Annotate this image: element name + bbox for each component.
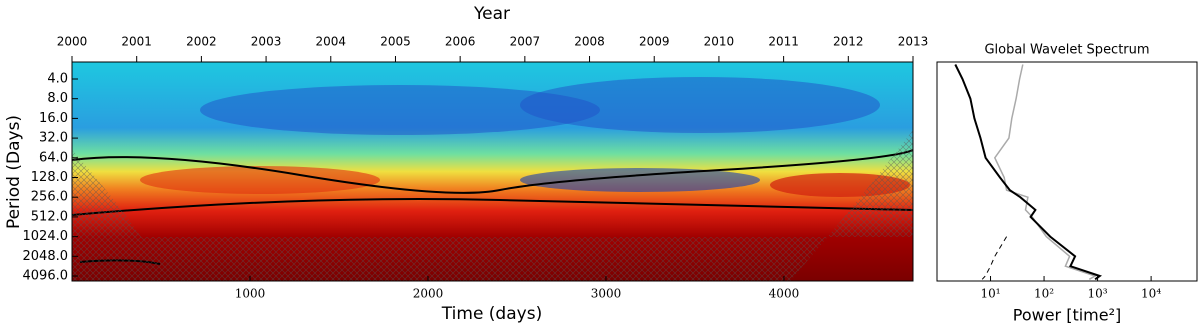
x-tick-label: 10⁴ (1141, 287, 1161, 301)
top-tick-label: 2007 (510, 35, 541, 49)
top-tick-label: 2008 (574, 35, 605, 49)
y-tick-label: 32.0 (39, 131, 68, 146)
top-tick-label: 2005 (380, 35, 411, 49)
x-axis-label: Time (days) (441, 304, 542, 324)
x-tick-label: 10¹ (980, 287, 1000, 301)
x-tick-label: 3000 (591, 287, 622, 301)
top-tick-label: 2011 (768, 35, 799, 49)
y-tick-label: 4.0 (47, 71, 68, 86)
y-tick-label: 64.0 (39, 150, 68, 165)
wavelet-power-image (72, 62, 913, 281)
top-tick-label: 2006 (445, 35, 476, 49)
y-tick-label: 8.0 (47, 91, 68, 106)
top-tick-label: 2002 (186, 35, 217, 49)
x-tick-label: 4000 (769, 287, 800, 301)
y-tick-label: 1024.0 (23, 229, 69, 244)
plot-frame (71, 61, 914, 282)
spectrum-line (993, 64, 1097, 280)
top-tick-label: 2012 (833, 35, 864, 49)
y-tick-label: 512.0 (31, 209, 68, 224)
top-tick-label: 2001 (121, 35, 152, 49)
y-axis-label: Period (Days) (4, 115, 24, 229)
top-tick-label: 2000 (57, 35, 88, 49)
top-axis-label: Year (473, 4, 510, 24)
top-tick-label: 2003 (251, 35, 282, 49)
y-tick-label: 128.0 (31, 170, 68, 185)
x-tick-label: 1000 (235, 287, 266, 301)
top-tick-label: 2009 (639, 35, 670, 49)
x-tick-label: 10³ (1088, 287, 1108, 301)
y-tick-label: 4096.0 (23, 269, 69, 284)
y-tick-label: 16.0 (39, 111, 68, 126)
x-tick-label: 10² (1034, 287, 1054, 301)
spectrum-x-label: Power [time²] (1013, 306, 1122, 325)
top-tick-label: 2010 (704, 35, 735, 49)
top-tick-label: 2004 (315, 35, 346, 49)
y-tick-label: 256.0 (31, 190, 68, 205)
spectrum-line (981, 236, 1008, 280)
spectrum-frame (936, 61, 1198, 282)
spectrum-title: Global Wavelet Spectrum (984, 43, 1149, 58)
y-tick-label: 2048.0 (23, 249, 69, 264)
top-tick-label: 2013 (898, 35, 929, 49)
spectrum-line (954, 64, 1102, 281)
x-tick-label: 2000 (413, 287, 444, 301)
